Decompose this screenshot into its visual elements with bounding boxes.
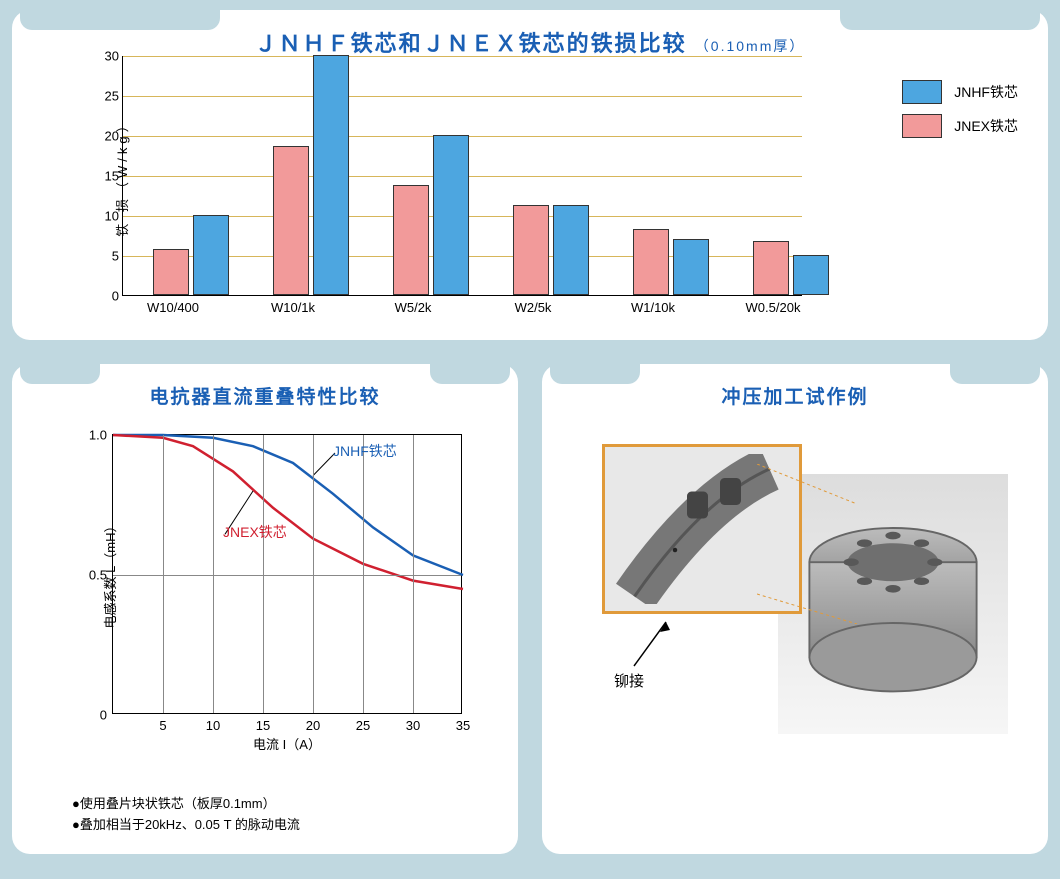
- bar-jnex: [273, 146, 309, 295]
- bar-jnhf: [313, 55, 349, 295]
- legend-swatch: [902, 114, 942, 138]
- line-xlabel: 电流 I（A）: [253, 734, 321, 753]
- line-ytick: 0: [81, 708, 107, 723]
- bar-jnex: [153, 249, 189, 295]
- curve-label: JNHF铁芯: [333, 441, 397, 461]
- bar-ytick: 15: [91, 169, 119, 184]
- line-xtick: 30: [406, 718, 420, 733]
- line-xtick: 15: [256, 718, 270, 733]
- legend-label: JNEX铁芯: [954, 116, 1018, 136]
- legend-item-jnex: JNEX铁芯: [902, 114, 1018, 138]
- bar-jnex: [633, 229, 669, 295]
- panel-title: 电抗器直流重叠特性比较: [32, 382, 498, 409]
- bar-legend: JNHF铁芯 JNEX铁芯: [902, 80, 1018, 148]
- panel-inductance: 电抗器直流重叠特性比较 电感系数 L（mH） 电流 I（A） 00.51.051…: [12, 364, 518, 854]
- rivet-label: 铆接: [614, 670, 644, 691]
- bar-xtick: W5/2k: [395, 300, 432, 315]
- bar-ytick: 10: [91, 209, 119, 224]
- panel-notch: [20, 362, 100, 384]
- line-plot-area: 电感系数 L（mH） 电流 I（A） 00.51.05101520253035J…: [112, 434, 462, 714]
- panel-press-sample: 冲压加工试作例: [542, 364, 1048, 854]
- curve-JNEX铁芯: [113, 435, 463, 589]
- legend-item-jnhf: JNHF铁芯: [902, 80, 1018, 104]
- curve-JNHF铁芯: [113, 435, 463, 575]
- bar-jnhf: [793, 255, 829, 295]
- legend-swatch: [902, 80, 942, 104]
- bar-xtick: W10/400: [147, 300, 199, 315]
- line-xtick: 10: [206, 718, 220, 733]
- line-ytick: 0.5: [81, 568, 107, 583]
- zoom-connector: [757, 464, 877, 624]
- line-xtick: 5: [159, 718, 166, 733]
- legend-label: JNHF铁芯: [954, 82, 1018, 102]
- bar-xtick: W1/10k: [631, 300, 675, 315]
- line-xtick: 25: [356, 718, 370, 733]
- bar-plot-area: 铁 损（W/kg） 051015202530W10/400W10/1kW5/2k…: [122, 56, 802, 296]
- line-xtick: 35: [456, 718, 470, 733]
- panel-notch: [430, 362, 510, 384]
- panel-title: ＪＮＨＦ铁芯和ＪＮＥＸ铁芯的铁损比较 （0.10mm厚）: [32, 26, 1028, 58]
- bar-ytick: 5: [91, 249, 119, 264]
- panel-notch: [550, 362, 640, 384]
- title-subtitle: （0.10mm厚）: [695, 38, 806, 54]
- bar-xtick: W2/5k: [515, 300, 552, 315]
- line-chart: 电感系数 L（mH） 电流 I（A） 00.51.05101520253035J…: [82, 434, 472, 744]
- line-xtick: 20: [306, 718, 320, 733]
- panel-iron-loss: ＪＮＨＦ铁芯和ＪＮＥＸ铁芯的铁损比较 （0.10mm厚） 铁 损（W/kg） 0…: [12, 10, 1048, 340]
- chart-notes: ●使用叠片块状铁芯（板厚0.1mm） ●叠加相当于20kHz、0.05 T 的脉…: [72, 794, 300, 836]
- bar-jnhf: [553, 205, 589, 295]
- note-item: ●使用叠片块状铁芯（板厚0.1mm）: [72, 794, 300, 815]
- bar-xtick: W0.5/20k: [746, 300, 801, 315]
- bar-ytick: 0: [91, 289, 119, 304]
- bar-xtick: W10/1k: [271, 300, 315, 315]
- bar-jnex: [393, 185, 429, 295]
- bar-jnex: [753, 241, 789, 295]
- panel-notch: [950, 362, 1040, 384]
- title-text: ＪＮＨＦ铁芯和ＪＮＥＸ铁芯的铁损比较: [255, 31, 687, 56]
- bar-ytick: 20: [91, 129, 119, 144]
- panel-title: 冲压加工试作例: [562, 382, 1028, 409]
- bar-chart: 铁 损（W/kg） 051015202530W10/400W10/1kW5/2k…: [82, 56, 782, 316]
- bar-jnex: [513, 205, 549, 295]
- bar-ytick: 25: [91, 89, 119, 104]
- bar-jnhf: [673, 239, 709, 295]
- bar-jnhf: [193, 215, 229, 295]
- bar-jnhf: [433, 135, 469, 295]
- curve-label: JNEX铁芯: [223, 522, 287, 542]
- note-item: ●叠加相当于20kHz、0.05 T 的脉动电流: [72, 815, 300, 836]
- line-ytick: 1.0: [81, 428, 107, 443]
